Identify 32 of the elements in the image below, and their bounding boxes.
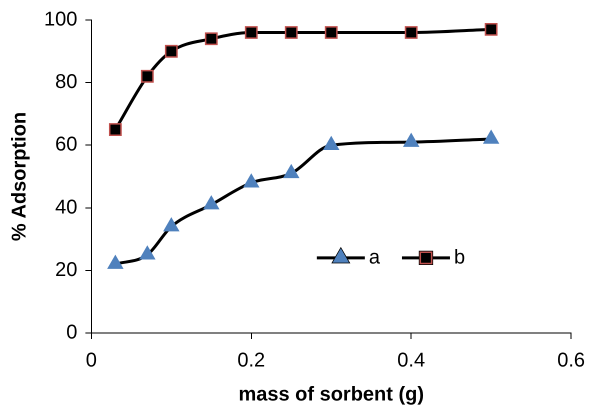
x-axis-title: mass of sorbent (g) <box>238 384 424 406</box>
point <box>204 196 219 210</box>
point <box>140 246 156 260</box>
point <box>284 26 298 39</box>
point <box>244 26 258 39</box>
point <box>324 26 338 39</box>
point <box>204 32 218 46</box>
x-tick-label: 0.4 <box>397 350 426 372</box>
x-tick-label: 0.2 <box>237 350 266 372</box>
point <box>484 22 498 36</box>
y-tick-label: 40 <box>55 196 78 218</box>
point <box>140 70 154 83</box>
point <box>108 255 124 269</box>
legend-label: b <box>454 246 466 268</box>
point <box>483 130 499 144</box>
x-tick-label: 0.6 <box>557 350 586 372</box>
point <box>324 136 339 150</box>
point <box>164 218 180 232</box>
y-tick-label: 80 <box>55 71 78 94</box>
y-tick-label: 60 <box>55 134 78 156</box>
point <box>404 133 419 147</box>
y-axis-title: % Adsorption <box>8 112 31 242</box>
point <box>108 123 122 136</box>
y-tick-label: 0 <box>66 322 78 344</box>
point <box>164 44 178 58</box>
y-tick-label: 100 <box>44 8 78 31</box>
legend-label: a <box>368 246 381 268</box>
point <box>284 164 299 178</box>
x-tick-label: 0 <box>86 350 97 372</box>
point <box>404 26 418 39</box>
point <box>244 174 259 188</box>
y-tick-label: 20 <box>55 258 78 281</box>
